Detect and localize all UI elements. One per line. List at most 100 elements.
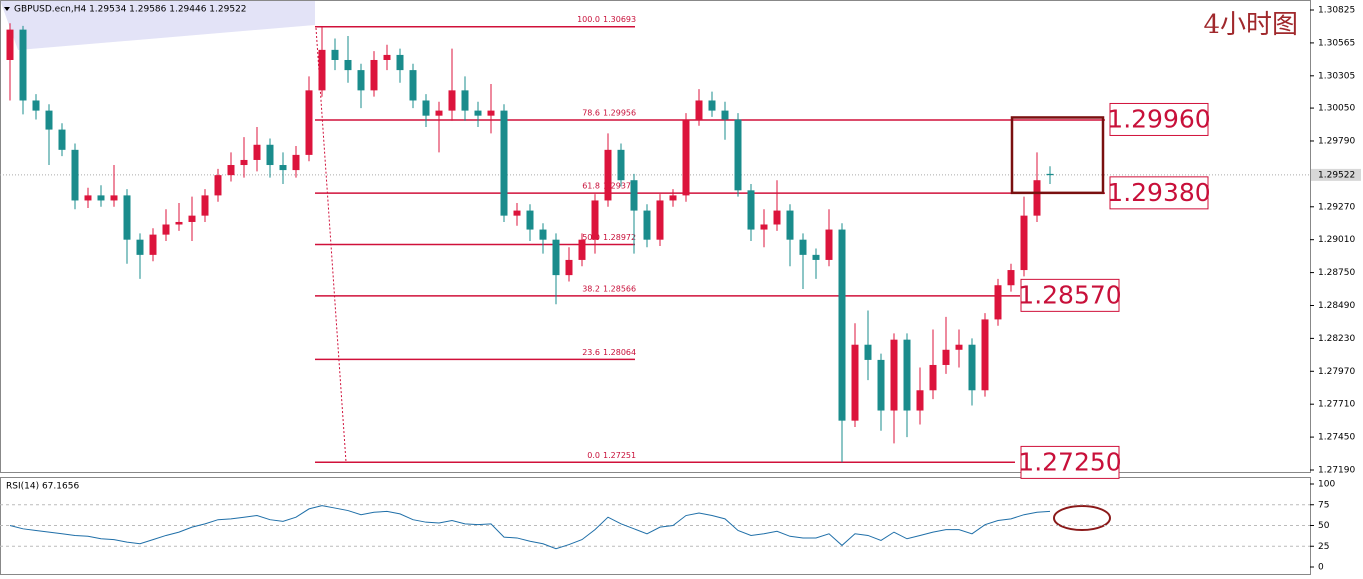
candle-body [773, 210, 781, 225]
candle-body [981, 319, 989, 391]
fib-price: 1.30693 [603, 15, 636, 24]
candle-body [396, 54, 404, 71]
highlight-ellipse [1053, 505, 1111, 531]
fib-ratio: 61.8 [582, 182, 600, 191]
candle-body [955, 344, 963, 350]
candle-body [786, 210, 794, 240]
price-box-label: 1.27250 [1018, 447, 1121, 476]
candle-body [591, 200, 599, 240]
candle-body [110, 195, 118, 201]
candle-body [734, 119, 742, 191]
price-box [1109, 102, 1209, 136]
candle-body [513, 210, 521, 216]
candle-body [643, 210, 651, 240]
candle-body [825, 229, 833, 260]
candle-body [448, 90, 456, 111]
candle-body [500, 110, 508, 216]
y-tick-label: 1.28490 [1318, 301, 1355, 311]
y-tick-label: 1.27970 [1318, 367, 1355, 377]
candle-body [149, 234, 157, 255]
y-tick-label: 1.27190 [1318, 466, 1355, 476]
candle-body [344, 59, 352, 71]
fib-ratio: 50.0 [582, 233, 600, 242]
candle-body [45, 110, 53, 130]
fib-ratio: 100.0 [577, 15, 600, 24]
candle-body [916, 390, 924, 411]
candle-body [747, 190, 755, 230]
candle-body [266, 144, 274, 166]
fib-ratio: 78.6 [582, 108, 600, 117]
candle-body [383, 54, 391, 60]
candle-body [708, 100, 716, 111]
candle-body [227, 165, 235, 176]
candle-body [331, 49, 339, 60]
menu-icon [4, 7, 10, 11]
candle-body [864, 344, 872, 360]
y-tick-label: 1.27710 [1318, 400, 1355, 410]
current-price-label: 1.29522 [1318, 170, 1355, 180]
fib-price: 1.27251 [603, 451, 636, 460]
rsi-line [9, 505, 1051, 550]
candle-body [565, 259, 573, 276]
candle-body [851, 344, 859, 421]
y-tick-label: 1.28750 [1318, 268, 1355, 278]
candle-body [305, 90, 313, 155]
candle-body [838, 229, 846, 421]
candle-body [526, 210, 534, 230]
y-tick-label: 1.30050 [1318, 104, 1355, 114]
candle-body [240, 159, 248, 166]
candle-body [487, 110, 495, 116]
candle-body [1020, 215, 1028, 271]
candle-body [175, 221, 183, 225]
candle-body [682, 119, 690, 196]
candle-body [422, 100, 430, 116]
y-tick-label: 75 [1318, 500, 1329, 510]
candle-body [552, 239, 560, 276]
candle-body [19, 29, 27, 101]
candle-body [968, 344, 976, 391]
fib-price: 1.28972 [603, 233, 636, 242]
current-price-box [1311, 168, 1361, 181]
candle-body [942, 349, 950, 365]
price-box [1020, 445, 1120, 479]
price-box [1020, 278, 1120, 312]
candle-body [812, 254, 820, 260]
candle-body [357, 70, 365, 91]
y-tick-label: 1.29790 [1318, 136, 1355, 146]
y-tick-label: 1.27450 [1318, 433, 1355, 443]
candle-body [877, 359, 885, 411]
candle-body [292, 154, 300, 171]
candle-body [214, 175, 222, 196]
candle-body [123, 195, 131, 240]
main-frame [0, 0, 1311, 473]
zone-box [1010, 116, 1105, 195]
y-tick-label: 1.30565 [1318, 38, 1355, 48]
y-tick-label: 50 [1318, 521, 1330, 531]
candle-body [6, 29, 14, 60]
caption: 4小时图 [1203, 10, 1298, 40]
candle-body [461, 90, 469, 111]
candle-body [370, 59, 378, 91]
y-tick-label: 1.29010 [1318, 235, 1355, 245]
candle-body [929, 364, 937, 391]
candle-body [1046, 173, 1054, 176]
candle-body [279, 165, 287, 171]
y-tick-label: 0 [1318, 563, 1324, 573]
candle-body [994, 285, 1002, 320]
fib-ratio: 0.0 [587, 451, 600, 460]
candle-body [721, 110, 729, 120]
y-tick-label: 1.28230 [1318, 334, 1355, 344]
fib-ratio: 23.6 [582, 348, 600, 357]
candle-body [1007, 270, 1015, 286]
candle-body [903, 339, 911, 411]
y-tick-label: 1.29270 [1318, 202, 1355, 212]
y-tick-label: 25 [1318, 542, 1329, 552]
candle-body [630, 180, 638, 211]
candle-body [1033, 180, 1041, 216]
candle-body [539, 229, 547, 240]
candle-body [32, 100, 40, 111]
shading [0, 0, 315, 50]
candle-body [71, 149, 79, 201]
candle-body [669, 195, 677, 201]
